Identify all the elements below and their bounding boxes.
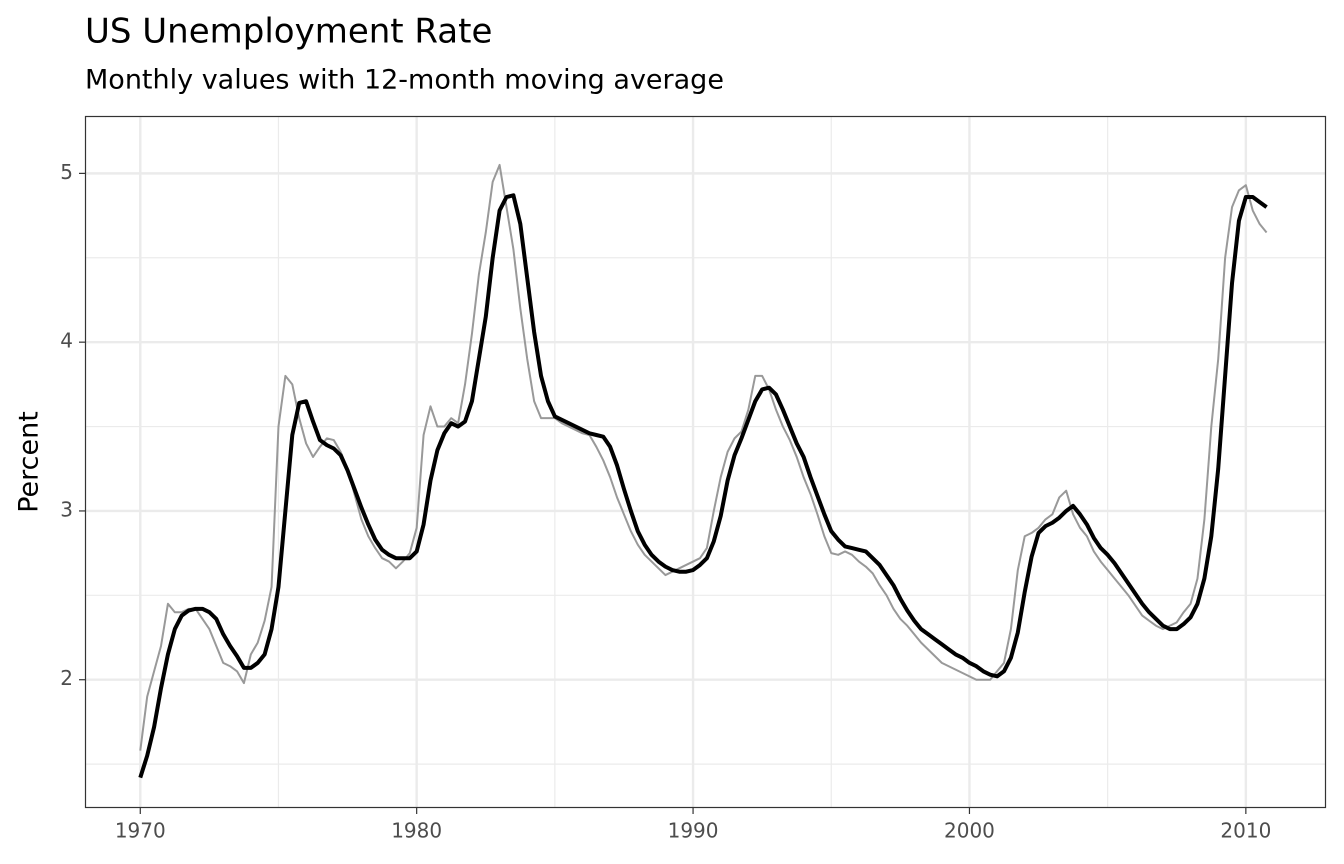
y-axis-label: Percent (14, 411, 45, 513)
grid (85, 116, 1326, 808)
series-line (138, 193, 1268, 779)
x-tick-label: 2010 (1220, 819, 1271, 843)
x-tick-label: 1980 (391, 819, 442, 843)
x-tick-label: 2000 (944, 819, 995, 843)
series-line (139, 163, 1268, 751)
panel-border (84, 115, 1327, 809)
y-tick-label: 5 (60, 160, 73, 184)
plot (138, 163, 1268, 779)
x-tick-label: 1970 (115, 819, 166, 843)
chart-title: US Unemployment Rate (85, 12, 492, 52)
x-tick-label: 1990 (668, 819, 719, 843)
y-tick-label: 4 (60, 329, 73, 353)
y-tick-label: 2 (60, 666, 73, 690)
chart-subtitle: Monthly values with 12-month moving aver… (85, 65, 724, 96)
y-tick-label: 3 (60, 497, 73, 521)
